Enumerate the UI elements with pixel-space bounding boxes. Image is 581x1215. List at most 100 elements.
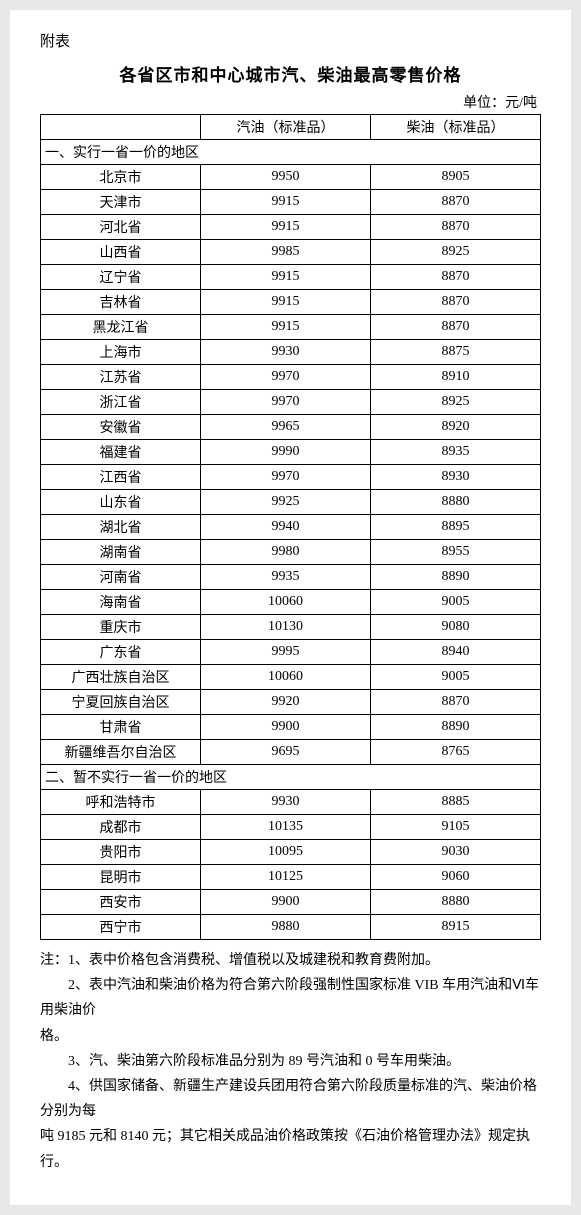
table-row: 河北省99158870 [41, 215, 541, 240]
region-cell: 湖南省 [41, 540, 201, 565]
region-cell: 重庆市 [41, 615, 201, 640]
table-header-row: 汽油（标准品） 柴油（标准品） [41, 115, 541, 140]
region-cell: 呼和浩特市 [41, 790, 201, 815]
page-title: 各省区市和中心城市汽、柴油最高零售价格 [40, 61, 541, 86]
section-cell: 二、暂不实行一省一价的地区 [41, 765, 541, 790]
gasoline-cell: 9915 [201, 290, 371, 315]
region-cell: 浙江省 [41, 390, 201, 415]
region-cell: 河南省 [41, 565, 201, 590]
diesel-cell: 8890 [371, 565, 541, 590]
gasoline-cell: 10060 [201, 590, 371, 615]
diesel-cell: 8870 [371, 690, 541, 715]
diesel-cell: 8905 [371, 165, 541, 190]
table-row: 山东省99258880 [41, 490, 541, 515]
section-cell: 一、实行一省一价的地区 [41, 140, 541, 165]
region-cell: 黑龙江省 [41, 315, 201, 340]
diesel-cell: 8880 [371, 490, 541, 515]
diesel-cell: 8870 [371, 315, 541, 340]
col-gasoline: 汽油（标准品） [201, 115, 371, 140]
table-row: 江苏省99708910 [41, 365, 541, 390]
diesel-cell: 8925 [371, 390, 541, 415]
table-row: 广西壮族自治区100609005 [41, 665, 541, 690]
table-row: 山西省99858925 [41, 240, 541, 265]
region-cell: 广东省 [41, 640, 201, 665]
table-body: 一、实行一省一价的地区北京市99508905天津市99158870河北省9915… [41, 140, 541, 940]
region-cell: 江西省 [41, 465, 201, 490]
gasoline-cell: 10125 [201, 865, 371, 890]
region-cell: 宁夏回族自治区 [41, 690, 201, 715]
gasoline-cell: 9925 [201, 490, 371, 515]
region-cell: 西安市 [41, 890, 201, 915]
diesel-cell: 8875 [371, 340, 541, 365]
table-row: 西宁市98808915 [41, 915, 541, 940]
col-diesel: 柴油（标准品） [371, 115, 541, 140]
region-cell: 贵阳市 [41, 840, 201, 865]
col-region [41, 115, 201, 140]
table-row: 呼和浩特市99308885 [41, 790, 541, 815]
gasoline-cell: 9985 [201, 240, 371, 265]
table-row: 甘肃省99008890 [41, 715, 541, 740]
table-row: 浙江省99708925 [41, 390, 541, 415]
notes: 注：1、表中价格包含消费税、增值税以及城建税和教育费附加。 2、表中汽油和柴油价… [40, 948, 541, 1175]
region-cell: 福建省 [41, 440, 201, 465]
region-cell: 湖北省 [41, 515, 201, 540]
gasoline-cell: 9915 [201, 315, 371, 340]
region-cell: 广西壮族自治区 [41, 665, 201, 690]
note-2a: 2、表中汽油和柴油价格为符合第六阶段强制性国家标准 VIB 车用汽油和Ⅵ车用柴油… [40, 973, 541, 1023]
diesel-cell: 8870 [371, 290, 541, 315]
diesel-cell: 8870 [371, 265, 541, 290]
diesel-cell: 9080 [371, 615, 541, 640]
diesel-cell: 8940 [371, 640, 541, 665]
table-row: 西安市99008880 [41, 890, 541, 915]
gasoline-cell: 10060 [201, 665, 371, 690]
region-cell: 北京市 [41, 165, 201, 190]
table-row: 辽宁省99158870 [41, 265, 541, 290]
table-row: 广东省99958940 [41, 640, 541, 665]
gasoline-cell: 9930 [201, 340, 371, 365]
diesel-cell: 8765 [371, 740, 541, 765]
diesel-cell: 8925 [371, 240, 541, 265]
section-2-row: 二、暂不实行一省一价的地区 [41, 765, 541, 790]
diesel-cell: 8930 [371, 465, 541, 490]
table-row: 成都市101359105 [41, 815, 541, 840]
table-row: 江西省99708930 [41, 465, 541, 490]
gasoline-cell: 9995 [201, 640, 371, 665]
region-cell: 新疆维吾尔自治区 [41, 740, 201, 765]
diesel-cell: 9005 [371, 590, 541, 615]
region-cell: 安徽省 [41, 415, 201, 440]
table-row: 湖北省99408895 [41, 515, 541, 540]
unit-label: 单位：元/吨 [40, 92, 541, 112]
gasoline-cell: 9990 [201, 440, 371, 465]
diesel-cell: 8880 [371, 890, 541, 915]
table-row: 贵阳市100959030 [41, 840, 541, 865]
gasoline-cell: 10130 [201, 615, 371, 640]
region-cell: 河北省 [41, 215, 201, 240]
region-cell: 昆明市 [41, 865, 201, 890]
table-row: 新疆维吾尔自治区96958765 [41, 740, 541, 765]
region-cell: 辽宁省 [41, 265, 201, 290]
region-cell: 江苏省 [41, 365, 201, 390]
gasoline-cell: 9965 [201, 415, 371, 440]
region-cell: 海南省 [41, 590, 201, 615]
table-row: 上海市99308875 [41, 340, 541, 365]
price-table: 汽油（标准品） 柴油（标准品） 一、实行一省一价的地区北京市99508905天津… [40, 114, 541, 940]
region-cell: 成都市 [41, 815, 201, 840]
diesel-cell: 8910 [371, 365, 541, 390]
table-row: 湖南省99808955 [41, 540, 541, 565]
gasoline-cell: 9915 [201, 215, 371, 240]
gasoline-cell: 9940 [201, 515, 371, 540]
gasoline-cell: 9930 [201, 790, 371, 815]
diesel-cell: 9005 [371, 665, 541, 690]
diesel-cell: 8915 [371, 915, 541, 940]
gasoline-cell: 9935 [201, 565, 371, 590]
gasoline-cell: 9920 [201, 690, 371, 715]
table-row: 重庆市101309080 [41, 615, 541, 640]
diesel-cell: 9030 [371, 840, 541, 865]
diesel-cell: 8885 [371, 790, 541, 815]
gasoline-cell: 9695 [201, 740, 371, 765]
diesel-cell: 9105 [371, 815, 541, 840]
gasoline-cell: 9900 [201, 715, 371, 740]
note-1: 注：1、表中价格包含消费税、增值税以及城建税和教育费附加。 [40, 948, 541, 973]
section-1-row: 一、实行一省一价的地区 [41, 140, 541, 165]
region-cell: 山西省 [41, 240, 201, 265]
